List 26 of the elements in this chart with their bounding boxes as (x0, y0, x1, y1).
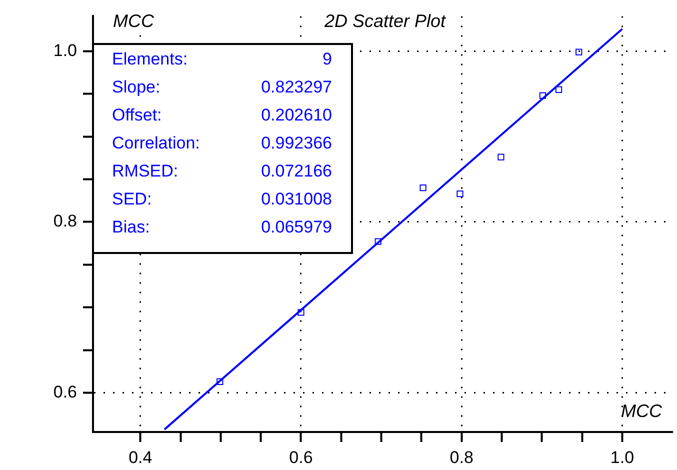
x-tick-label: 0.8 (450, 448, 474, 467)
y-tick-label: 0.8 (53, 212, 77, 231)
text: Offset: 0.202610 (112, 106, 332, 125)
chart-title: 2D Scatter Plot (323, 11, 447, 31)
point (498, 154, 504, 160)
text: Slope: 0.823297 (112, 78, 332, 97)
point (374, 238, 382, 245)
y-axis-title: MCC (113, 11, 155, 31)
point (539, 92, 546, 99)
point (456, 190, 464, 198)
text: Elements: 9 (112, 50, 332, 69)
point (216, 378, 224, 385)
text: RMSED: 0.072166 (112, 162, 332, 181)
text: SED: 0.031008 (112, 190, 332, 209)
point (420, 184, 426, 192)
x-axis-title: MCC (621, 401, 663, 421)
point (576, 48, 582, 56)
x-tick-label: 0.4 (128, 448, 152, 467)
point (555, 86, 562, 93)
text: Correlation: 0.992366 (112, 134, 332, 153)
y-tick-label: 0.6 (53, 382, 77, 402)
point (298, 309, 304, 316)
x-tick-label: 0.6 (289, 448, 313, 467)
x-tick-label: 1.0 (610, 448, 634, 467)
y-tick-label: 1.0 (53, 40, 77, 60)
text: Bias: 0.065979 (112, 218, 332, 237)
